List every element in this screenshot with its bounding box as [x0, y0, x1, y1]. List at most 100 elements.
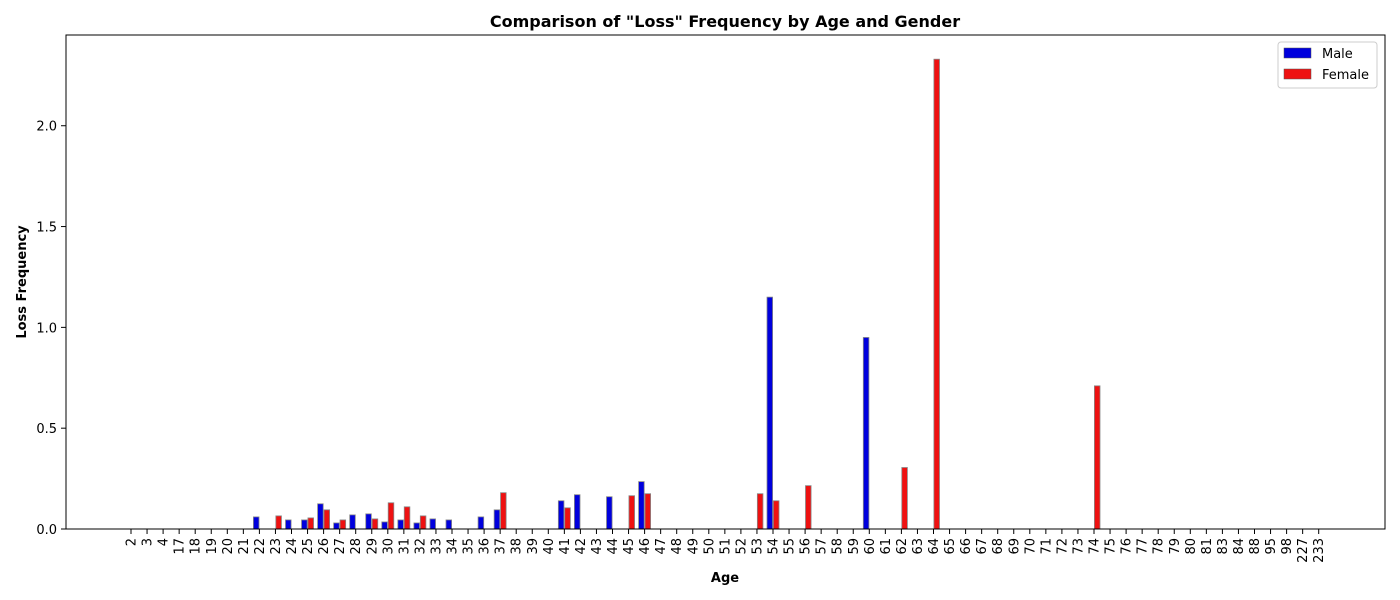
x-tick-label: 3 [141, 538, 156, 546]
chart-title: Comparison of "Loss" Frequency by Age an… [490, 12, 960, 31]
x-tick-label: 30 [381, 538, 396, 555]
x-tick-label: 25 [301, 538, 316, 555]
bar-female-54 [773, 500, 780, 530]
y-tick-label: 1.5 [36, 221, 57, 236]
x-tick-label: 233 [1312, 538, 1327, 563]
x-tick-label: 77 [1136, 538, 1151, 555]
x-tick-label: 22 [253, 538, 268, 555]
x-tick-label: 23 [269, 538, 284, 555]
bar-male-31 [397, 519, 404, 530]
x-tick-label: 46 [638, 538, 653, 555]
y-tick-label: 0.5 [36, 422, 57, 437]
bar-female-74 [1094, 385, 1101, 530]
x-tick-label: 76 [1120, 538, 1135, 555]
x-tick-label: 64 [927, 538, 942, 555]
x-tick-label: 74 [1088, 538, 1103, 555]
x-tick-label: 62 [895, 538, 910, 555]
x-tick-label: 26 [317, 538, 332, 555]
x-tick-label: 75 [1104, 538, 1119, 555]
bar-female-56 [805, 485, 812, 530]
legend-label-female: Female [1322, 68, 1369, 83]
x-tick-label: 80 [1184, 538, 1199, 555]
x-tick-label: 81 [1200, 538, 1215, 555]
x-tick-label: 43 [590, 538, 605, 555]
x-tick-label: 37 [494, 538, 509, 555]
bar-male-60 [862, 337, 870, 530]
bar-male-32 [413, 522, 420, 530]
x-tick-label: 70 [1023, 538, 1038, 555]
bar-male-27 [333, 522, 340, 530]
x-tick-label: 24 [285, 538, 300, 555]
x-tick-label: 65 [943, 538, 958, 555]
legend-swatch-male [1283, 47, 1312, 59]
x-tick-label: 40 [542, 538, 557, 555]
x-tick-label: 4 [157, 538, 172, 546]
x-tick-label: 95 [1264, 538, 1279, 555]
x-tick-label: 58 [831, 538, 846, 555]
x-tick-label: 45 [622, 538, 637, 555]
x-tick-label: 68 [991, 538, 1006, 555]
x-tick-label: 34 [446, 538, 461, 555]
bar-female-31 [403, 506, 411, 530]
x-tick-label: 66 [959, 538, 974, 555]
bar-male-24 [285, 519, 292, 530]
bar-female-26 [323, 509, 330, 530]
x-tick-label: 2 [125, 538, 140, 546]
x-tick-label: 51 [718, 538, 733, 555]
bar-male-41 [557, 500, 565, 530]
x-tick-label: 54 [767, 538, 782, 555]
x-tick-label: 38 [510, 538, 525, 555]
legend-swatch-female [1283, 68, 1312, 80]
bar-male-42 [574, 494, 581, 530]
bar-male-36 [477, 516, 485, 530]
x-tick-label: 59 [847, 538, 862, 555]
bar-male-26 [317, 503, 324, 530]
x-tick-label: 69 [1007, 538, 1022, 555]
x-tick-label: 61 [879, 538, 894, 555]
x-tick-label: 55 [783, 538, 798, 555]
y-tick-label: 0.0 [36, 523, 57, 538]
y-tick-label: 2.0 [36, 120, 57, 135]
y-tick-label: 1.0 [36, 321, 57, 336]
x-tick-label: 49 [686, 538, 701, 555]
x-tick-label: 56 [799, 538, 814, 555]
bar-female-27 [339, 519, 347, 530]
x-tick-label: 72 [1055, 538, 1070, 555]
x-tick-label: 67 [975, 538, 990, 555]
bar-female-53 [756, 493, 764, 530]
bar-male-30 [381, 521, 388, 530]
x-tick-label: 21 [237, 538, 252, 555]
bar-female-46 [644, 493, 651, 530]
x-tick-label: 19 [205, 538, 220, 555]
axes-frame [65, 34, 1386, 530]
legend-label-male: Male [1322, 47, 1353, 62]
x-tick-label: 41 [558, 538, 573, 555]
x-tick-label: 78 [1152, 538, 1167, 555]
x-tick-label: 84 [1232, 538, 1247, 555]
legend: Male Female [1277, 41, 1378, 89]
x-tick-label: 42 [574, 538, 589, 555]
x-tick-label: 18 [189, 538, 204, 555]
x-tick-label: 36 [478, 538, 493, 555]
bar-female-37 [500, 492, 507, 530]
x-tick-label: 53 [750, 538, 765, 555]
x-tick-label: 35 [462, 538, 477, 555]
bar-female-62 [901, 467, 908, 530]
x-tick-label: 20 [221, 538, 236, 555]
x-tick-label: 29 [365, 538, 380, 555]
bar-male-29 [365, 513, 372, 530]
x-tick-label: 63 [911, 538, 926, 555]
x-tick-label: 44 [606, 538, 621, 555]
bar-male-46 [638, 481, 645, 530]
x-tick-label: 48 [670, 538, 685, 555]
bar-female-64 [933, 58, 940, 530]
bar-female-23 [275, 515, 282, 530]
x-tick-label: 17 [173, 538, 188, 555]
x-tick-label: 71 [1039, 538, 1054, 555]
bar-female-25 [307, 517, 314, 530]
x-tick-label: 88 [1248, 538, 1263, 555]
x-tick-label: 98 [1280, 538, 1295, 555]
bar-male-54 [766, 296, 773, 530]
x-tick-label: 83 [1216, 538, 1231, 555]
